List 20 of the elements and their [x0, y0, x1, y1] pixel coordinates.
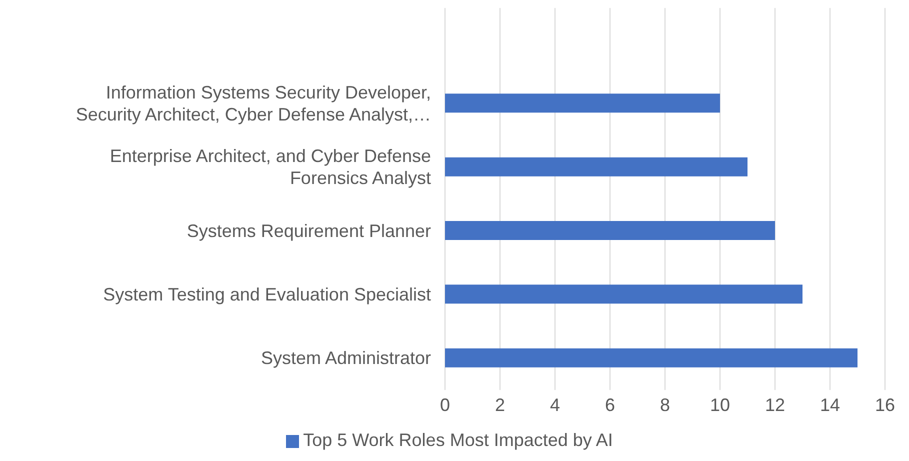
x-tick-label: 10	[710, 394, 730, 415]
bar	[445, 221, 775, 240]
x-tick-label: 2	[494, 394, 506, 415]
x-tick-label: 8	[660, 394, 670, 415]
bar	[445, 94, 720, 113]
x-tick-label: 12	[764, 394, 786, 415]
x-tick-label: 4	[550, 394, 560, 415]
y-tick-label: Systems Requirement Planner	[186, 220, 432, 241]
x-tick-label: 14	[820, 394, 840, 415]
y-tick-label: Information Systems Security Developer, Security Architect, Cyber Defense Analyst,…	[76, 82, 431, 124]
bar	[445, 348, 858, 368]
y-tick-label: Enterprise Architect, and Cyber Defense Forensics Analyst	[110, 146, 431, 188]
y-tick-label: System Administrator	[260, 348, 431, 368]
x-tick-label: 0	[440, 394, 450, 415]
bar	[445, 284, 802, 304]
y-tick-label: System Testing and Evaluation Specialist	[103, 284, 431, 304]
x-tick-label: 16	[874, 394, 896, 415]
bar	[445, 157, 748, 176]
x-tick-label: 6	[604, 394, 616, 415]
legend-label: Top 5 Work Roles Most Impacted by AI	[303, 430, 613, 450]
